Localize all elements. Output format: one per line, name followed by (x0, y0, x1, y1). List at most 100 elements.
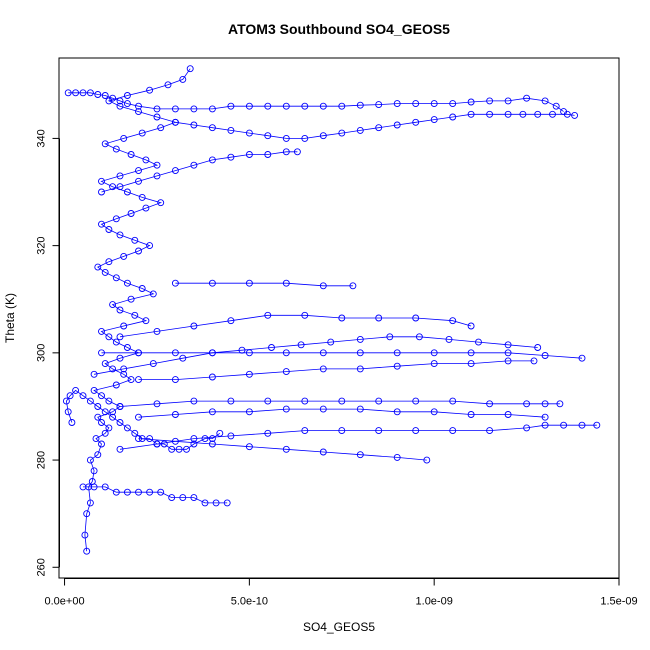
series-line (138, 438, 427, 461)
data-point (92, 435, 100, 443)
data-point (112, 145, 120, 153)
data-point (208, 408, 216, 416)
data-point (190, 161, 198, 169)
data-point (153, 327, 161, 335)
data-point (578, 421, 586, 429)
series-line (119, 424, 597, 450)
data-point (208, 124, 216, 132)
data-point (66, 392, 74, 400)
data-point (467, 322, 475, 330)
data-series-12 (171, 279, 357, 290)
data-point (135, 488, 142, 496)
data-point (301, 397, 309, 405)
data-point (127, 376, 135, 384)
data-point (116, 102, 124, 110)
data-point (523, 424, 531, 432)
y-tick-label: 260 (36, 558, 48, 576)
data-point (412, 100, 420, 108)
data-point (64, 89, 72, 97)
data-point (534, 344, 542, 351)
data-point (98, 419, 105, 426)
data-point (593, 421, 601, 429)
data-point (504, 357, 512, 365)
data-point (375, 101, 383, 109)
data-series-10 (116, 311, 475, 341)
data-point (486, 400, 494, 408)
data-point (109, 301, 117, 309)
data-point (123, 424, 131, 432)
data-point (486, 110, 494, 118)
data-point (171, 167, 179, 175)
y-tick-label: 320 (36, 236, 48, 254)
data-point (135, 349, 142, 357)
data-layer (62, 65, 601, 555)
data-point (338, 102, 346, 110)
data-point (430, 349, 438, 357)
x-tick-label: 5.0e-10 (231, 596, 268, 608)
series-line (84, 68, 191, 552)
data-series-1 (62, 386, 224, 453)
data-point (164, 81, 172, 89)
data-point (319, 349, 327, 357)
data-point (94, 403, 102, 410)
data-point (142, 156, 150, 164)
data-point (467, 360, 475, 368)
data-point (319, 405, 327, 413)
data-point (227, 397, 235, 405)
y-axis: 260 280 300 320 340 (36, 129, 60, 576)
data-point (208, 105, 216, 113)
chart-title: ATOM3 Southbound SO4_GEOS5 (228, 21, 450, 37)
data-point (171, 279, 179, 287)
data-series-9 (135, 357, 538, 384)
x-axis: 0.0e+00 5.0e-10 1.0e-09 1.5e-09 (45, 578, 638, 608)
data-point (504, 110, 512, 118)
data-point (105, 333, 113, 341)
data-point (112, 381, 120, 389)
data-point (349, 282, 357, 290)
data-point (79, 392, 87, 400)
data-point (135, 102, 142, 110)
data-point (238, 346, 246, 354)
data-point (449, 427, 457, 435)
data-point (120, 322, 128, 330)
y-axis-label: Theta (K) (3, 293, 17, 343)
data-point (423, 456, 431, 464)
data-point (123, 100, 131, 108)
data-point (338, 129, 346, 137)
data-point (116, 354, 124, 362)
data-point (86, 89, 94, 97)
data-point (72, 386, 80, 394)
data-point (264, 429, 272, 437)
data-point (467, 110, 475, 118)
data-point (146, 488, 154, 496)
data-point (109, 413, 117, 421)
data-point (467, 411, 475, 418)
data-point (268, 344, 275, 351)
data-point (393, 453, 401, 461)
data-point (393, 349, 401, 357)
data-point (386, 333, 394, 341)
data-point (94, 451, 102, 459)
data-point (523, 400, 531, 408)
data-point (142, 204, 150, 212)
data-point (190, 440, 198, 448)
data-point (338, 397, 346, 405)
data-point (190, 322, 198, 330)
data-point (190, 105, 198, 113)
data-point (301, 102, 309, 110)
data-point (552, 102, 560, 110)
data-point (168, 494, 176, 502)
data-point (245, 129, 253, 137)
data-point (245, 408, 253, 416)
data-point (190, 494, 198, 502)
data-point (79, 483, 87, 491)
data-point (356, 335, 364, 343)
data-series-11 (135, 435, 431, 464)
data-point (282, 349, 290, 357)
data-point (504, 97, 512, 105)
data-point (135, 108, 142, 116)
data-point (412, 427, 420, 435)
data-point (160, 440, 168, 448)
data-point (131, 236, 139, 244)
data-point (208, 156, 216, 164)
